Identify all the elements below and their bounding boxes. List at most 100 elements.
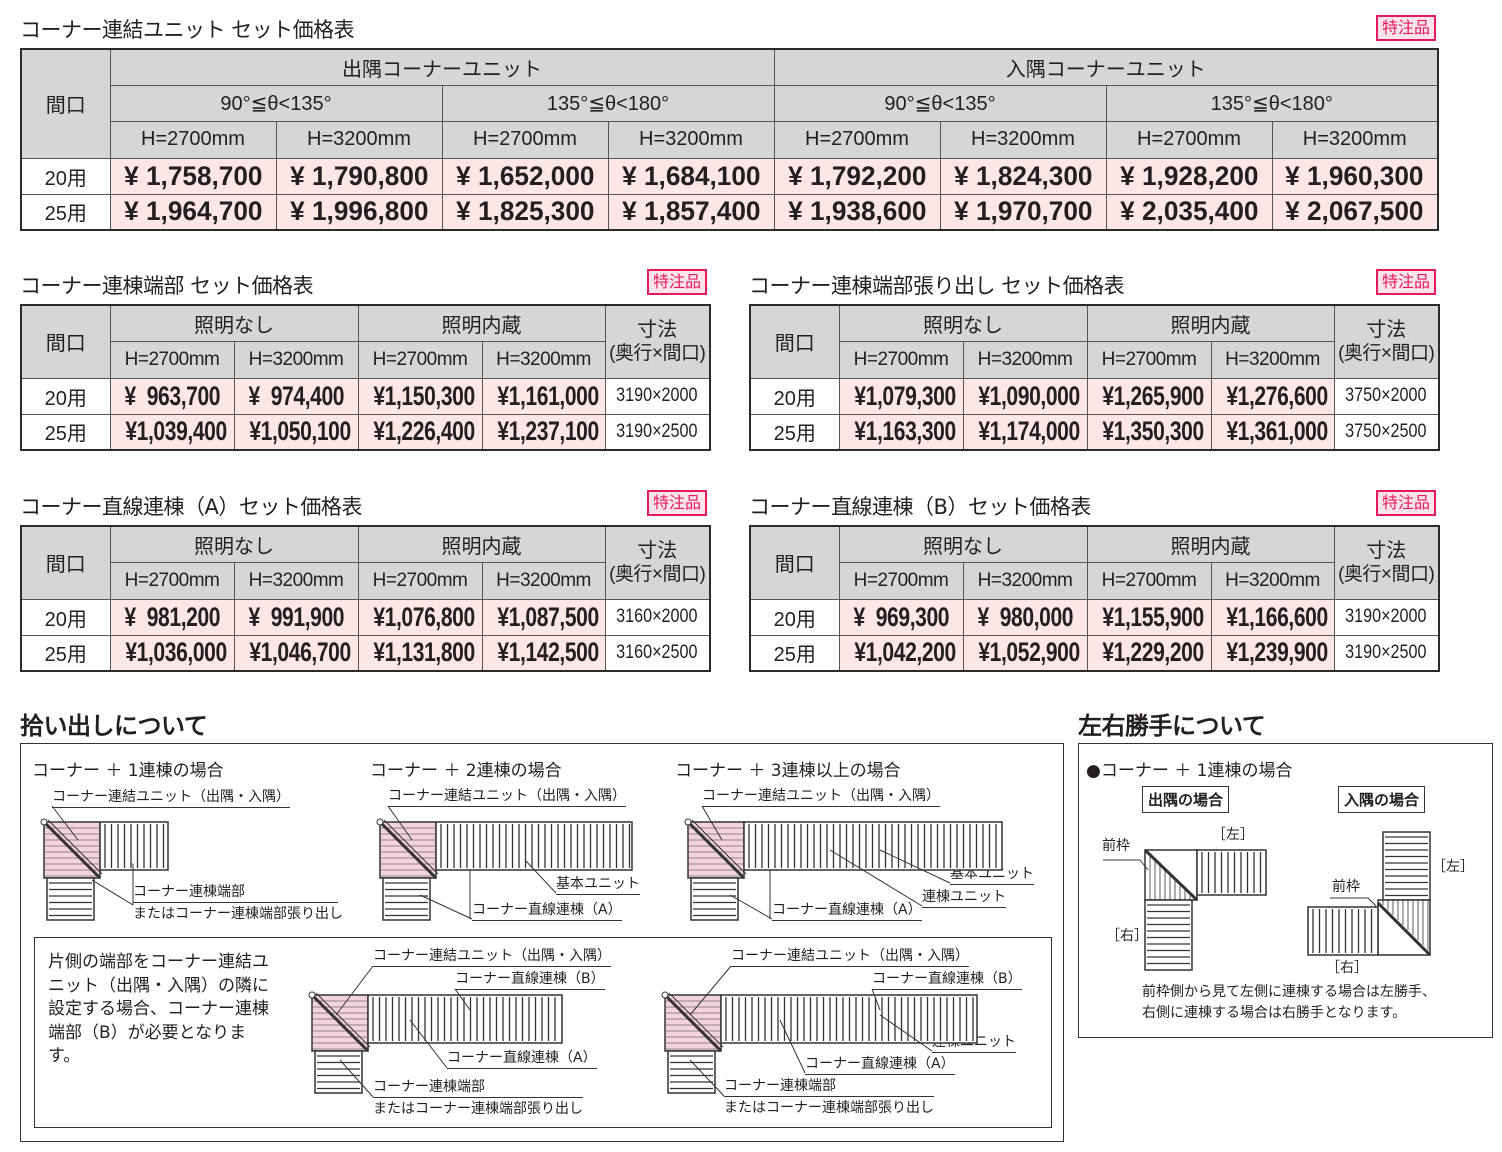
table-row: 25用 ¥1,036,000 ¥1,046,700 ¥1,131,800 ¥1,142,…: [20, 634, 711, 672]
diagram-label: 連棟ユニット: [922, 889, 1006, 908]
size-value: 3190×2000: [616, 385, 698, 406]
price-table: 間口 照明なし 照明内蔵 寸法 (奥行×間口) H=2700mm H=3200mm H=270…: [749, 525, 1440, 672]
special-order-badge: 特注品: [647, 490, 708, 516]
main-table-title: コーナー連結ユニット セット価格表: [20, 18, 355, 42]
price-cell: ¥ 1,684,100: [607, 157, 775, 195]
price-cell: ¥1,361,000: [1210, 413, 1335, 451]
row-label: 20用: [20, 598, 111, 636]
price-table: 間口 照明なし 照明内蔵 寸法 (奥行×間口) H=2700mm H=3200mm H=270…: [20, 525, 711, 672]
leader-line: [339, 1059, 374, 1098]
price-value: ¥ 991,900: [248, 601, 344, 632]
price-value: ¥1,076,800: [372, 601, 475, 632]
size-value: 3190×2500: [616, 420, 698, 442]
leader-line: [829, 849, 923, 907]
group-header: 照明内蔵: [1086, 304, 1335, 342]
price-value: ¥ 1,792,200: [787, 160, 927, 191]
group-header: 照明内蔵: [357, 304, 606, 342]
price-cell: ¥ 2,067,500: [1271, 193, 1439, 231]
size-label: 寸法: [1366, 539, 1407, 562]
price-value: ¥1,226,400: [372, 416, 475, 447]
table-row: 20用 ¥ 981,200 ¥ 991,900 ¥1,076,800 ¥1,087,50…: [20, 598, 711, 636]
height-header: H=3200mm: [275, 120, 443, 159]
diagram-label: コーナー直線連棟（A）: [447, 1050, 597, 1069]
leader-line: [1139, 859, 1149, 871]
size-cell: 3190×2500: [1333, 634, 1440, 672]
diagram-label: コーナー直線連棟（B）: [455, 971, 605, 990]
handedness-note: 右側に連棟する場合は右勝手となります。: [1142, 1005, 1407, 1021]
diagram-label: またはコーナー連棟端部張り出し: [373, 1101, 583, 1117]
price-value: ¥1,050,100: [248, 416, 351, 447]
row-label: 25用: [20, 634, 111, 672]
height-header: H=2700mm: [109, 120, 277, 159]
price-value: ¥ 969,300: [853, 601, 949, 632]
price-cell: ¥ 991,900: [233, 598, 359, 636]
price-cell: ¥1,237,100: [481, 413, 606, 451]
price-cell: ¥1,036,000: [109, 634, 235, 672]
row-label: 20用: [749, 377, 840, 415]
case-caption: コーナー ＋ 3連棟以上の場合: [675, 761, 901, 781]
price-value: ¥1,090,000: [977, 380, 1080, 411]
handedness-title: 左右勝手について: [1078, 712, 1266, 740]
post-cap: [661, 991, 669, 999]
row-label: 25用: [749, 634, 840, 672]
table-row: 25用 ¥1,042,200 ¥1,052,900 ¥1,229,200 ¥1,239,…: [749, 634, 1440, 672]
leader-line: [871, 988, 881, 1011]
price-value: ¥1,042,200: [853, 637, 956, 668]
size-sub-label: (奥行×間口): [1338, 563, 1435, 585]
group-header: 照明なし: [109, 304, 359, 342]
diagram-label: コーナー連結ユニット（出隅・入隅）: [731, 948, 969, 967]
price-cell: ¥1,052,900: [962, 634, 1088, 672]
price-cell: ¥1,079,300: [838, 377, 964, 415]
table-title: コーナー直線連棟（B）セット価格表: [749, 495, 1091, 519]
outer-corner-tag: 出隅の場合: [1142, 786, 1230, 813]
size-cell: 3190×2000: [604, 377, 711, 415]
special-order-badge: 特注品: [1376, 269, 1437, 295]
height-header: H=2700mm: [773, 120, 941, 159]
price-value: ¥1,350,300: [1101, 416, 1204, 447]
height-header: H=2700mm: [838, 340, 964, 379]
diagram-label: コーナー連棟端部: [724, 1078, 934, 1097]
price-table: 間口 照明なし 照明内蔵 寸法 (奥行×間口) H=2700mm H=3200mm H=270…: [749, 304, 1440, 451]
handedness-box: [1078, 743, 1493, 1038]
height-header: H=3200mm: [1271, 120, 1439, 159]
diagram-label: 基本ユニット: [556, 876, 640, 895]
price-cell: ¥1,161,000: [481, 377, 606, 415]
size-label: 寸法: [1366, 318, 1407, 341]
price-value: ¥1,036,000: [124, 637, 227, 668]
price-cell: ¥ 1,960,300: [1271, 157, 1439, 195]
table-row: 20用 ¥ 969,300 ¥ 980,000 ¥1,155,900 ¥1,166,60…: [749, 598, 1440, 636]
size-header: 寸法 (奥行×間口): [604, 304, 711, 379]
picking-box: [20, 743, 1064, 1142]
price-cell: ¥ 1,996,800: [275, 193, 443, 231]
front-frame: [686, 820, 746, 880]
front-frame: [378, 820, 438, 880]
size-value: 3190×2000: [1345, 606, 1427, 627]
price-cell: ¥1,229,200: [1086, 634, 1212, 672]
angle-header: 90°≦θ<135°: [109, 84, 443, 122]
front-frame-label: 前枠: [1332, 879, 1360, 895]
left-label: ［左］: [1432, 859, 1474, 875]
post-cap: [40, 818, 48, 826]
table-row: 20用 ¥ 963,700 ¥ 974,400 ¥1,150,300 ¥1,161,00…: [20, 377, 711, 415]
price-value: ¥ 2,067,500: [1285, 196, 1424, 227]
price-cell: ¥ 980,000: [962, 598, 1088, 636]
price-value: ¥1,046,700: [248, 637, 351, 668]
price-value: ¥1,142,500: [496, 637, 599, 668]
price-value: ¥ 1,825,300: [455, 196, 595, 227]
price-cell: ¥ 1,970,700: [939, 193, 1107, 231]
row-label: 20用: [20, 157, 111, 195]
price-cell: ¥1,226,400: [357, 413, 483, 451]
front-frame-label: 前枠: [1102, 838, 1130, 854]
size-cell: 3750×2500: [1333, 413, 1440, 451]
price-cell: ¥ 1,824,300: [939, 157, 1107, 195]
horizontal-slat-panel: [690, 877, 739, 921]
diagram-label: コーナー連棟端部: [373, 1079, 583, 1098]
table-row: 20用 ¥1,079,300 ¥1,090,000 ¥1,265,900 ¥1,276,…: [749, 377, 1440, 415]
picking-title: 拾い出しについて: [20, 712, 208, 740]
horizontal-slat-panel: [314, 1050, 363, 1094]
price-cell: ¥1,150,300: [357, 377, 483, 415]
table-row: 25用 ¥1,039,400 ¥1,050,100 ¥1,226,400 ¥1,237,…: [20, 413, 711, 451]
height-header: H=3200mm: [481, 340, 606, 379]
price-value: ¥1,174,000: [977, 416, 1080, 447]
front-frame: [315, 992, 371, 1048]
